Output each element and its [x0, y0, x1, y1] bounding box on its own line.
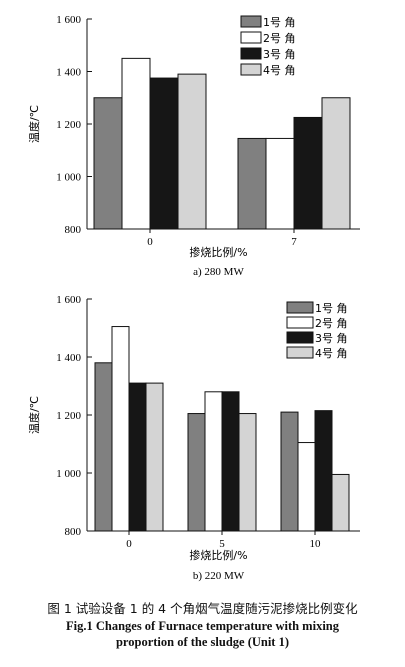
bar-series2-cat-0: [111, 326, 130, 532]
legend-label-series2: 2号 角: [315, 317, 348, 330]
figure-caption-english-line1: Fig.1 Changes of Furnace temperature wit…: [65, 619, 339, 633]
bar-series3-cat-7: [293, 116, 323, 230]
chart-b-220mw: 800 1 000 1 200 1 400 1 600 0 5 10 掺烧比例/% 温度/℃ b) …: [27, 294, 360, 582]
y-tick-label: 1 400: [56, 352, 81, 364]
figure-canvas: 800 1 000 1 200 1 400 1 600 0 7 掺烧比例/% 温度/℃ a) 28…: [27, 14, 360, 582]
bar-series2-cat-10: [297, 442, 316, 532]
legend-label-series3: 3号 角: [263, 48, 296, 61]
bar-series4-cat-7: [321, 97, 351, 230]
y-tick-label: 1 200: [56, 410, 81, 422]
bar-series1-cat-7: [237, 137, 267, 230]
x-axis-label: 掺烧比例/%: [189, 548, 247, 562]
y-tick-label: 1 400: [56, 67, 81, 79]
y-tick-label: 1 200: [56, 119, 81, 131]
bar-series3-cat-5: [221, 391, 240, 532]
figure-caption-chinese: 图 1 试验设备 1 的 4 个角烟气温度随污泥掺烧比例变化: [47, 601, 358, 616]
legend-swatch-series3: [240, 47, 262, 60]
x-tick-label: 5: [219, 538, 225, 550]
bar-series4-cat-10: [331, 473, 350, 532]
bar-series3-cat-10: [314, 410, 333, 532]
y-axis-label: 温度/℃: [27, 396, 41, 434]
bar-series1-cat-10: [280, 411, 299, 532]
y-tick-label: 1 600: [56, 14, 81, 26]
legend-label-series2: 2号 角: [263, 32, 296, 45]
bar-series1-cat-5: [187, 413, 206, 532]
figure-caption-english-line2: proportion of the sludge (Unit 1): [115, 635, 290, 649]
legend-label-series1: 1号 角: [315, 302, 348, 315]
x-tick-label: 0: [147, 236, 153, 248]
x-axis-label: 掺烧比例/%: [189, 245, 247, 259]
y-axis-label: 温度/℃: [27, 105, 41, 143]
bar-series3-cat-0: [149, 77, 179, 230]
chart-a-280mw: 800 1 000 1 200 1 400 1 600 0 7 掺烧比例/% 温度/℃ a) 28…: [27, 14, 360, 278]
legend-swatch-series4: [240, 63, 262, 76]
bar-series4-cat-0: [177, 73, 207, 230]
x-tick-label: 7: [291, 236, 297, 248]
y-tick-label: 800: [65, 526, 82, 538]
bar-series2-cat-5: [204, 391, 223, 532]
legend-swatch-series3: [286, 331, 314, 344]
y-tick-label: 1 000: [56, 172, 81, 184]
legend-swatch-series2: [240, 31, 262, 44]
chart-subtitle: b) 220 MW: [193, 570, 245, 582]
legend-label-series1: 1号 角: [263, 16, 296, 29]
chart-subtitle: a) 280 MW: [193, 266, 244, 278]
x-tick-label: 0: [126, 538, 132, 550]
bar-series4-cat-0: [145, 382, 164, 532]
bar-series2-cat-0: [121, 57, 151, 230]
y-tick-label: 800: [65, 224, 82, 236]
legend-label-series4: 4号 角: [263, 64, 296, 77]
bar-series4-cat-5: [238, 413, 257, 532]
legend-swatch-series2: [286, 316, 314, 329]
y-tick-label: 1 600: [56, 294, 81, 306]
y-tick-label: 1 000: [56, 468, 81, 480]
bar-series2-cat-7: [265, 137, 295, 230]
legend-label-series4: 4号 角: [315, 347, 348, 360]
x-tick-label: 10: [310, 538, 322, 550]
legend-label-series3: 3号 角: [315, 332, 348, 345]
bar-series1-cat-0: [94, 362, 113, 532]
legend-swatch-series1: [240, 15, 262, 28]
bar-series3-cat-0: [128, 382, 147, 532]
legend-swatch-series4: [286, 346, 314, 359]
legend-swatch-series1: [286, 301, 314, 314]
bar-series1-cat-0: [93, 97, 123, 230]
